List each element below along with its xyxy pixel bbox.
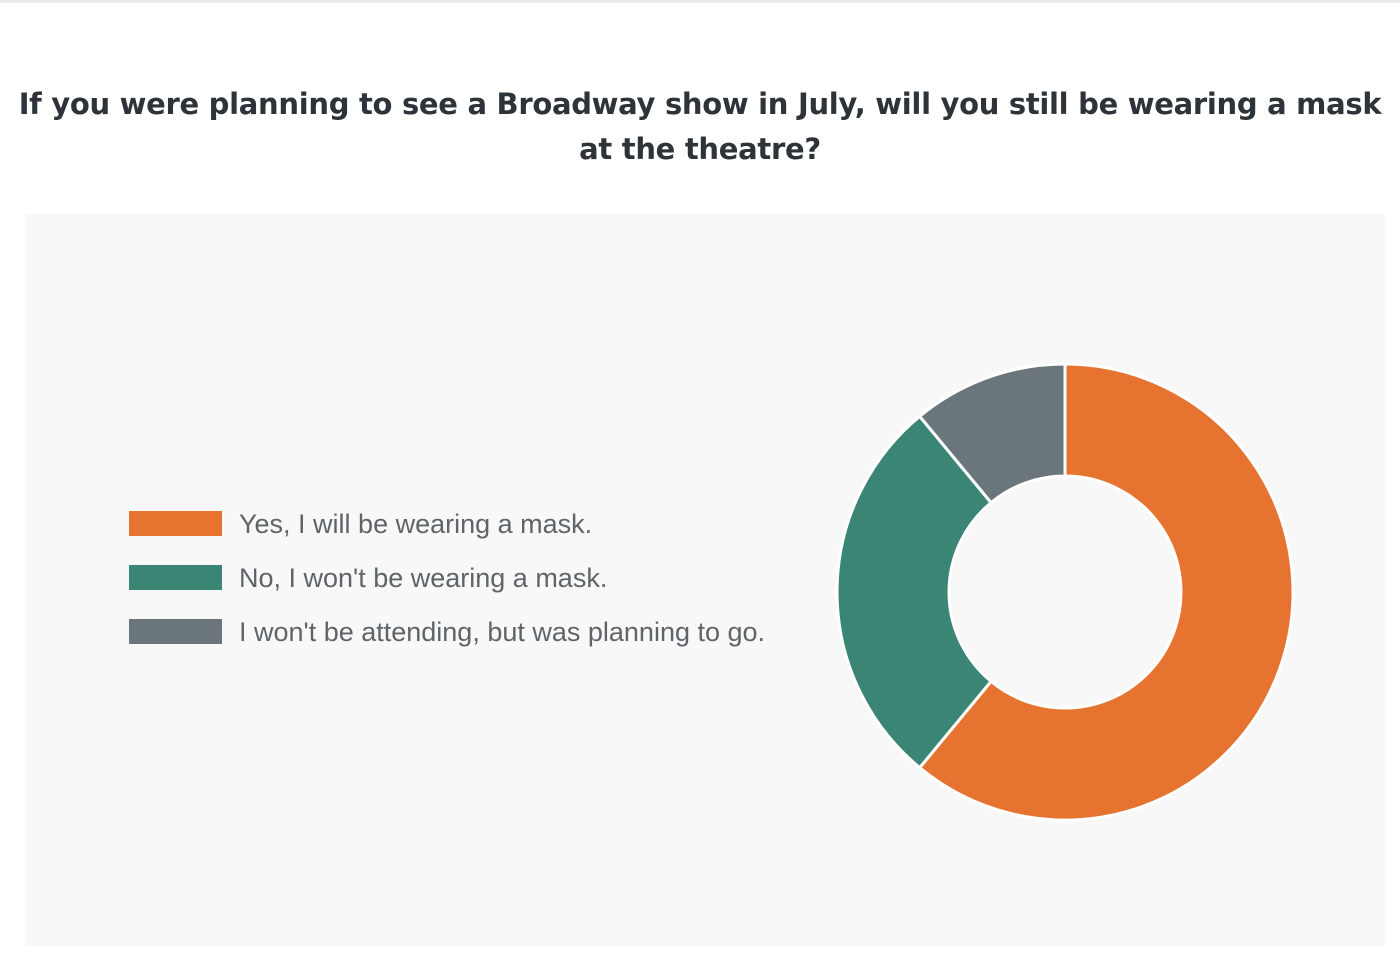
donut-chart (835, 362, 1295, 822)
slice-no[interactable] (835, 414, 993, 770)
slice-not-attending[interactable] (918, 362, 1067, 505)
chart-title: If you were planning to see a Broadway s… (18, 87, 1382, 166)
legend-swatch-yes (129, 511, 222, 536)
legend-item-not-attending[interactable]: I won't be attending, but was planning t… (129, 615, 849, 669)
legend-item-yes[interactable]: Yes, I will be wearing a mask. (129, 507, 849, 561)
legend-swatch-not-attending (129, 619, 222, 644)
legend-swatch-no (129, 565, 222, 590)
legend-label-not-attending: I won't be attending, but was planning t… (239, 617, 766, 647)
legend-item-no[interactable]: No, I won't be wearing a mask. (129, 561, 849, 615)
slice-yes[interactable] (918, 362, 1295, 822)
legend: Yes, I will be wearing a mask. No, I won… (129, 507, 849, 669)
chart-area: Yes, I will be wearing a mask. No, I won… (25, 214, 1385, 946)
legend-label-no: No, I won't be wearing a mask. (239, 563, 608, 593)
top-divider (0, 0, 1400, 3)
legend-label-yes: Yes, I will be wearing a mask. (239, 509, 593, 539)
